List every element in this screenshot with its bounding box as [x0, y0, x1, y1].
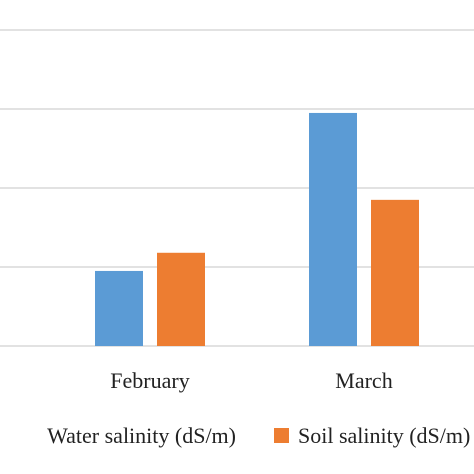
legend-swatch-soil-salinity [274, 428, 289, 443]
x-axis-tick-labels: February March [110, 368, 392, 393]
legend-label-water-salinity: Water salinity (dS/m) [47, 423, 236, 448]
bar-water-february [95, 270, 143, 346]
legend-label-soil-salinity: Soil salinity (dS/m) [298, 423, 470, 448]
x-tick-label-february: February [110, 368, 189, 393]
x-tick-label-march: March [335, 368, 392, 393]
bar-soil-march [371, 199, 419, 346]
bar-soil-february [157, 252, 205, 346]
legend: Water salinity (dS/m) Soil salinity (dS/… [47, 423, 470, 448]
bars [95, 112, 419, 346]
bar-water-march [309, 112, 357, 346]
